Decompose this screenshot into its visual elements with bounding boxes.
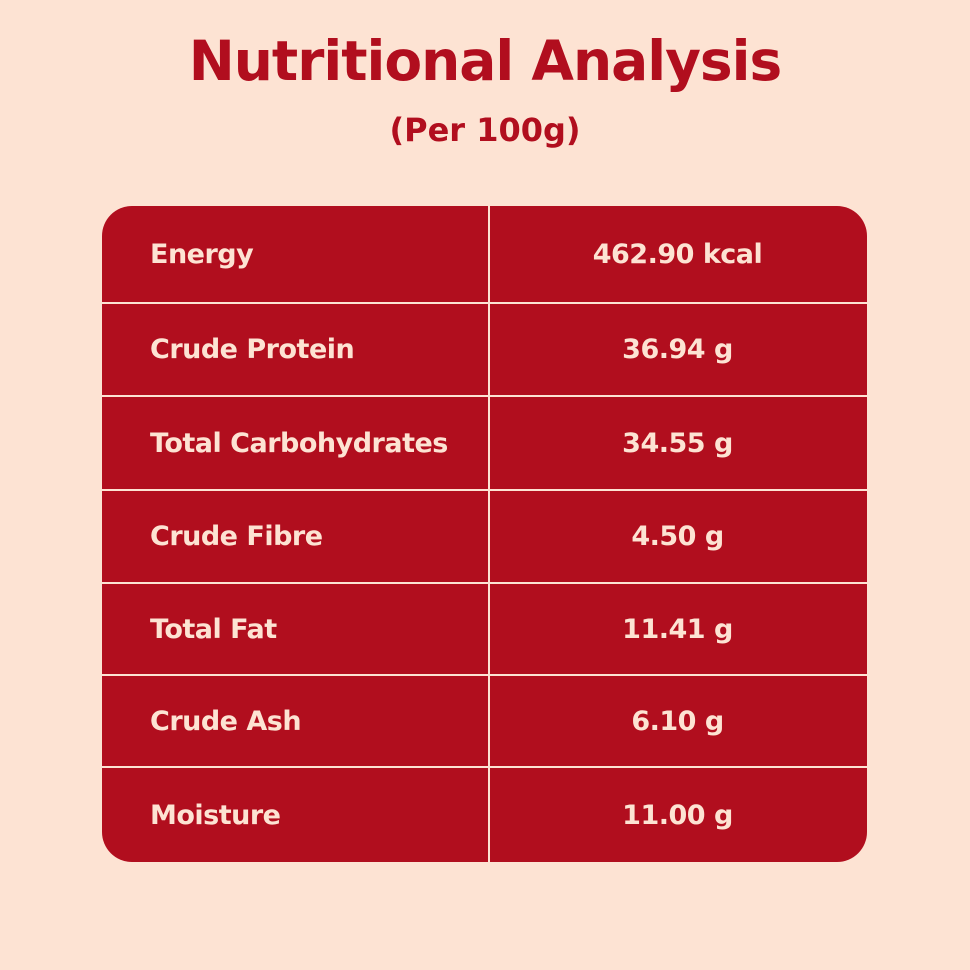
nutrient-name: Crude Ash: [150, 705, 302, 737]
nutrient-value: 34.55 g: [622, 427, 733, 459]
nutrient-value: 11.00 g: [622, 799, 733, 831]
row-divider: [102, 395, 867, 397]
table-row: Crude Protein 36.94 g: [102, 304, 867, 395]
nutrient-name: Crude Fibre: [150, 521, 323, 552]
table-row: Total Carbohydrates 34.55 g: [102, 397, 867, 489]
nutrient-value: 4.50 g: [631, 521, 724, 552]
nutrient-value: 6.10 g: [631, 705, 724, 737]
column-divider: [488, 206, 490, 862]
table-row: Moisture 11.00 g: [102, 768, 867, 862]
table-row: Crude Ash 6.10 g: [102, 676, 867, 766]
nutrient-name: Energy: [150, 238, 254, 270]
nutrient-name: Crude Protein: [150, 334, 355, 365]
nutrient-value: 11.41 g: [622, 613, 733, 645]
row-divider: [102, 582, 867, 584]
table-row: Total Fat 11.41 g: [102, 584, 867, 674]
nutrient-value: 462.90 kcal: [592, 238, 763, 270]
page-subtitle: (Per 100g): [389, 111, 581, 149]
nutrient-value: 36.94 g: [622, 334, 733, 365]
row-divider: [102, 674, 867, 676]
row-divider: [102, 489, 867, 491]
row-divider: [102, 302, 867, 304]
table-row: Crude Fibre 4.50 g: [102, 491, 867, 582]
nutrient-name: Total Fat: [150, 613, 277, 645]
page-title: Nutritional Analysis: [188, 29, 783, 93]
nutrient-name: Moisture: [150, 799, 281, 831]
table-row: Energy 462.90 kcal: [102, 206, 867, 302]
nutrient-name: Total Carbohydrates: [150, 427, 448, 459]
nutrition-table: Energy 462.90 kcal Crude Protein 36.94 g…: [102, 206, 867, 862]
row-divider: [102, 766, 867, 768]
